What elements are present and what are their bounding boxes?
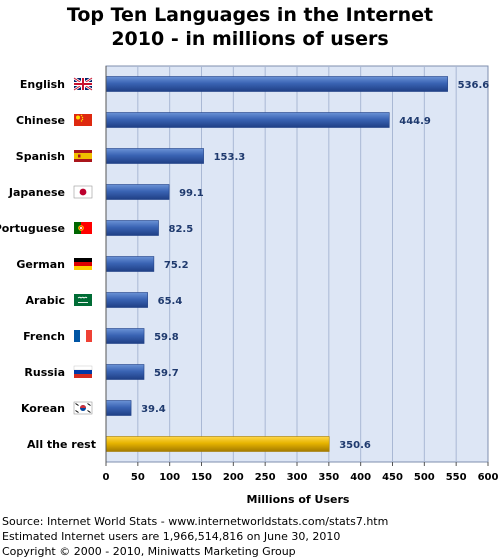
category-label: All the rest bbox=[27, 438, 96, 451]
flag-portugal-icon bbox=[74, 222, 92, 234]
flag-france-icon bbox=[74, 330, 92, 342]
bar-chart: English Chinese Spanish Japanese Portuguese G… bbox=[0, 65, 499, 506]
category-label: Chinese bbox=[16, 114, 65, 127]
value-label: 65.4 bbox=[158, 296, 183, 307]
x-axis-ticks: 0 50 100 150 200 250 300 350 400 450 500 550 600 bbox=[103, 66, 499, 483]
bar bbox=[105, 76, 448, 92]
x-tick-label: 200 bbox=[223, 472, 244, 483]
value-label: 444.9 bbox=[399, 116, 431, 127]
x-tick-label: 100 bbox=[159, 472, 180, 483]
bar bbox=[105, 148, 204, 164]
category-label: Russia bbox=[24, 366, 65, 379]
x-tick-label: 50 bbox=[131, 472, 145, 483]
estimate-note: Estimated Internet users are 1,966,514,8… bbox=[2, 530, 341, 543]
x-tick-label: 450 bbox=[382, 472, 403, 483]
value-label: 59.7 bbox=[154, 368, 179, 379]
value-label: 59.8 bbox=[154, 332, 179, 343]
x-tick-label: 500 bbox=[414, 472, 435, 483]
category-label: Arabic bbox=[25, 294, 65, 307]
x-axis-label: Millions of Users bbox=[247, 493, 350, 506]
bar bbox=[105, 328, 145, 344]
flag-south-korea-icon bbox=[73, 401, 93, 415]
flag-russia-icon bbox=[73, 365, 93, 378]
category-label: Spanish bbox=[16, 150, 65, 163]
category-label: Korean bbox=[21, 402, 65, 415]
flag-japan-icon bbox=[73, 185, 93, 199]
bar bbox=[105, 292, 148, 308]
source-note: Source: Internet World Stats - www.inter… bbox=[2, 515, 389, 528]
value-label: 153.3 bbox=[214, 152, 246, 163]
flag-uk-icon bbox=[73, 76, 93, 92]
category-label: German bbox=[16, 258, 65, 271]
category-label: Portuguese bbox=[0, 222, 65, 235]
value-label: 39.4 bbox=[141, 404, 166, 415]
flags bbox=[73, 76, 93, 415]
bar bbox=[105, 184, 170, 200]
x-tick-label: 0 bbox=[103, 472, 110, 483]
bar bbox=[105, 400, 132, 416]
x-tick-label: 550 bbox=[446, 472, 467, 483]
value-label: 536.6 bbox=[458, 80, 490, 91]
flag-saudi-arabia-icon bbox=[74, 294, 92, 306]
category-labels: English Chinese Spanish Japanese Portuguese G… bbox=[0, 78, 96, 451]
value-labels: 536.6 444.9 153.3 99.1 82.5 75.2 65.4 59.8 59.7 3… bbox=[141, 80, 489, 451]
x-tick-label: 350 bbox=[318, 472, 339, 483]
flag-spain-icon bbox=[74, 150, 92, 162]
flag-china-icon bbox=[74, 114, 92, 126]
value-label: 75.2 bbox=[164, 260, 189, 271]
value-label: 82.5 bbox=[169, 224, 194, 235]
bar bbox=[105, 364, 145, 380]
copyright-note: Copyright © 2000 - 2010, Miniwatts Marke… bbox=[2, 545, 296, 558]
bar bbox=[105, 436, 330, 452]
flag-germany-icon bbox=[74, 258, 92, 270]
x-tick-label: 400 bbox=[350, 472, 371, 483]
x-tick-label: 300 bbox=[287, 472, 308, 483]
chart-title: Top Ten Languages in the Internet bbox=[66, 4, 434, 26]
chart-subtitle: 2010 - in millions of users bbox=[111, 28, 389, 50]
category-label: French bbox=[23, 330, 65, 343]
bar bbox=[105, 112, 390, 128]
x-tick-label: 150 bbox=[191, 472, 212, 483]
value-label: 350.6 bbox=[339, 440, 371, 451]
grid-lines bbox=[137, 66, 457, 462]
category-label: English bbox=[20, 78, 65, 91]
bar bbox=[105, 220, 159, 236]
x-tick-label: 600 bbox=[478, 472, 499, 483]
bars bbox=[105, 76, 448, 452]
bar bbox=[105, 256, 155, 272]
category-label: Japanese bbox=[8, 186, 65, 199]
value-label: 99.1 bbox=[179, 188, 204, 199]
x-tick-label: 250 bbox=[255, 472, 276, 483]
